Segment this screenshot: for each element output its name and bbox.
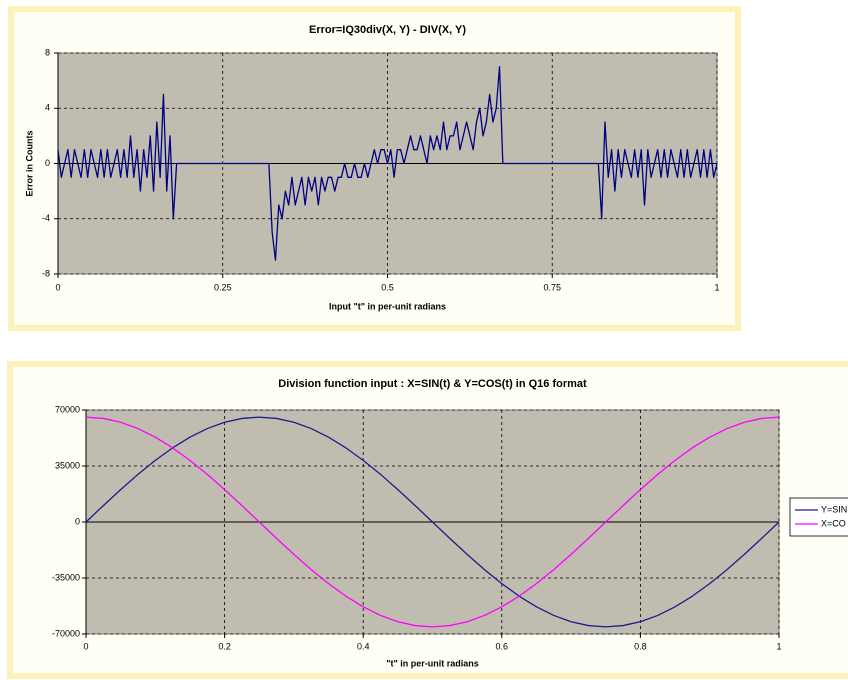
- y-tick-label: 8: [45, 47, 50, 57]
- x-tick-label: 0.2: [218, 641, 231, 651]
- x-tick-label: 0.75: [543, 282, 561, 292]
- x-tick-label: 0.6: [496, 641, 509, 651]
- y-tick-label: 35000: [55, 460, 80, 470]
- data-line: [85, 416, 780, 628]
- x-tick-label: 0: [83, 641, 88, 651]
- data-line: [85, 416, 780, 628]
- x-tick-label: 1: [776, 641, 781, 651]
- y-tick-label: -4: [42, 213, 50, 223]
- data-line: [57, 66, 718, 261]
- legend-label: Y=SIN: [821, 504, 847, 514]
- chart-title: Division function input : X=SIN(t) & Y=C…: [278, 378, 587, 390]
- x-axis-label: "t" in per-unit radians: [386, 658, 479, 668]
- y-tick-label: 0: [45, 158, 50, 168]
- chart-title: Error=IQ30div(X, Y) - DIV(X, Y): [309, 24, 466, 36]
- y-tick-label: 0: [75, 516, 80, 526]
- y-tick-label: -35000: [52, 572, 80, 582]
- legend-label: X=CO: [821, 518, 846, 528]
- x-tick-label: 0: [55, 282, 60, 292]
- y-tick-label: -70000: [52, 628, 80, 638]
- y-tick-label: -8: [42, 268, 50, 278]
- x-tick-label: 0.8: [634, 641, 647, 651]
- legend-box: [789, 497, 848, 537]
- x-tick-label: 1: [714, 282, 719, 292]
- x-axis-label: Input "t" in per-unit radians: [329, 301, 446, 311]
- x-tick-label: 0.25: [214, 282, 232, 292]
- y-tick-label: 70000: [55, 404, 80, 414]
- y-axis-label: Error in Counts: [24, 130, 34, 196]
- x-tick-label: 0.5: [381, 282, 394, 292]
- x-tick-label: 0.4: [357, 641, 370, 651]
- y-tick-label: 4: [45, 103, 50, 113]
